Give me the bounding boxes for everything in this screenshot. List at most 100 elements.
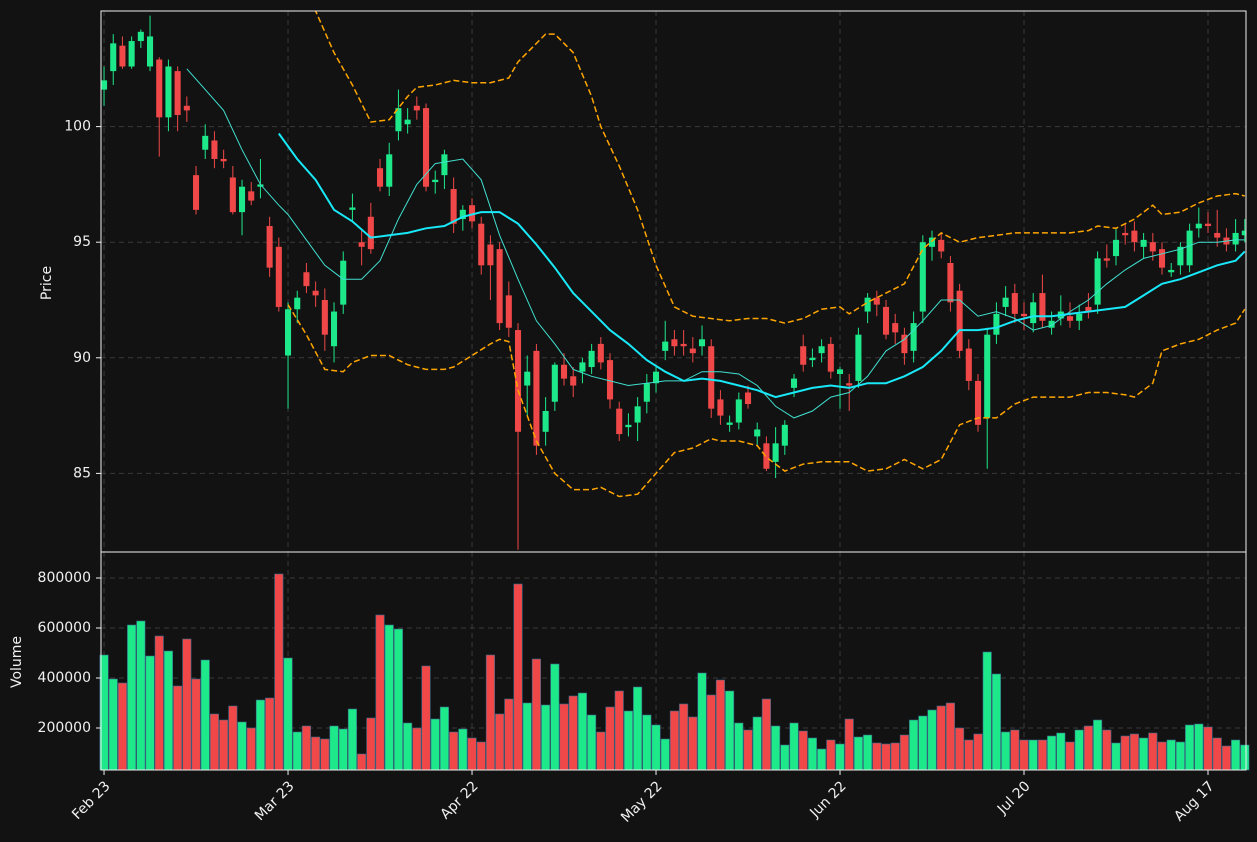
candle-body (202, 135, 209, 150)
volume-bar (219, 719, 229, 771)
volume-bar (881, 743, 891, 771)
volume-bar (697, 672, 707, 771)
candle-body (625, 424, 632, 428)
candle-body (763, 443, 770, 469)
volume-bar (817, 748, 827, 771)
volume-bar (136, 620, 146, 771)
candle-body (790, 378, 798, 388)
volume-bar (743, 729, 753, 771)
volume-bar (973, 733, 983, 771)
candle-body (956, 290, 963, 351)
volume-bar (403, 722, 413, 771)
candle-body (432, 179, 439, 183)
volume-bar (568, 695, 578, 771)
volume-bar (265, 697, 275, 771)
volume-bar (1093, 719, 1103, 771)
candle-body (947, 263, 954, 303)
volume-bar (642, 714, 652, 771)
volume-bar (614, 690, 624, 771)
candle-body (321, 299, 328, 335)
volume-bar (1083, 725, 1093, 771)
volume-bar (890, 742, 900, 771)
volume-bar (173, 685, 183, 771)
volume-bar (283, 657, 293, 771)
volume-bar (982, 651, 992, 771)
volume-bar (1120, 735, 1130, 771)
candle-body (1020, 313, 1028, 317)
candle-body (220, 158, 227, 162)
y-tick-label: 100 (64, 119, 91, 135)
volume-bar (1240, 744, 1250, 771)
volume-bar (1221, 745, 1231, 771)
volume-bar (1056, 732, 1066, 771)
indicator-line (277, 132, 1246, 399)
volume-bar (311, 736, 321, 771)
candle-body (680, 343, 687, 347)
candle-body (1048, 320, 1055, 328)
candle-body (846, 383, 853, 386)
candle-body (422, 108, 430, 187)
indicator-line (186, 68, 1245, 419)
volume-bar (1019, 739, 1029, 771)
volume-bar (651, 724, 661, 771)
candle-body (340, 260, 347, 305)
candle-body (238, 186, 246, 213)
candle-body (772, 443, 779, 462)
volume-bar (964, 739, 974, 771)
volume-bar (918, 715, 928, 771)
volume-bar (108, 678, 118, 771)
volume-bar (1102, 729, 1112, 771)
candle-body (938, 239, 945, 252)
candle-body (928, 237, 936, 247)
candle-body (413, 105, 420, 111)
candle-body (468, 205, 476, 222)
candle-body (119, 45, 126, 67)
volume-bar (1129, 733, 1139, 771)
candle-body (579, 362, 586, 372)
volume-bar (200, 659, 210, 771)
volume-bar (237, 721, 247, 771)
volume-bar (430, 718, 440, 771)
volume-bar (669, 710, 679, 771)
volume-bar (384, 624, 394, 771)
candle-body (993, 313, 1000, 335)
volume-bar (872, 742, 882, 771)
volume-bar (246, 727, 256, 771)
candle-body (984, 334, 991, 418)
volume-bar (835, 743, 845, 771)
volume-bar (1037, 739, 1047, 771)
candle-body (395, 108, 402, 132)
candle-body (450, 189, 457, 224)
volume-bar (1001, 731, 1011, 771)
volume-bar (347, 708, 357, 771)
volume-bar (1065, 741, 1075, 771)
candle-body (496, 249, 503, 324)
candle-body (229, 177, 236, 213)
candle-body (643, 383, 650, 402)
volume-bar (789, 722, 799, 771)
candle-body (864, 297, 871, 312)
candle-body (1076, 313, 1083, 321)
y-tick-label: 200000 (38, 720, 91, 736)
candle-body (294, 297, 301, 310)
price-axis-label: Price (39, 266, 55, 300)
candle-body (303, 272, 310, 287)
candle-body (110, 43, 117, 72)
candle-body (183, 105, 190, 111)
volume-bar (633, 686, 643, 771)
volume-bar (301, 725, 311, 771)
volume-bar (338, 728, 348, 771)
volume-bar (991, 673, 1001, 771)
candle-body (671, 339, 678, 347)
volume-bar (449, 731, 459, 771)
volume-bar (605, 706, 615, 771)
volume-bar (513, 583, 523, 771)
volume-bar (679, 703, 689, 771)
volume-bar (274, 573, 284, 771)
volume-bar (577, 692, 587, 771)
volume-bar (798, 730, 808, 771)
volume-bar (292, 731, 302, 771)
volume-bar (725, 690, 735, 771)
volume-bar (853, 736, 863, 771)
candle-body (128, 41, 135, 67)
